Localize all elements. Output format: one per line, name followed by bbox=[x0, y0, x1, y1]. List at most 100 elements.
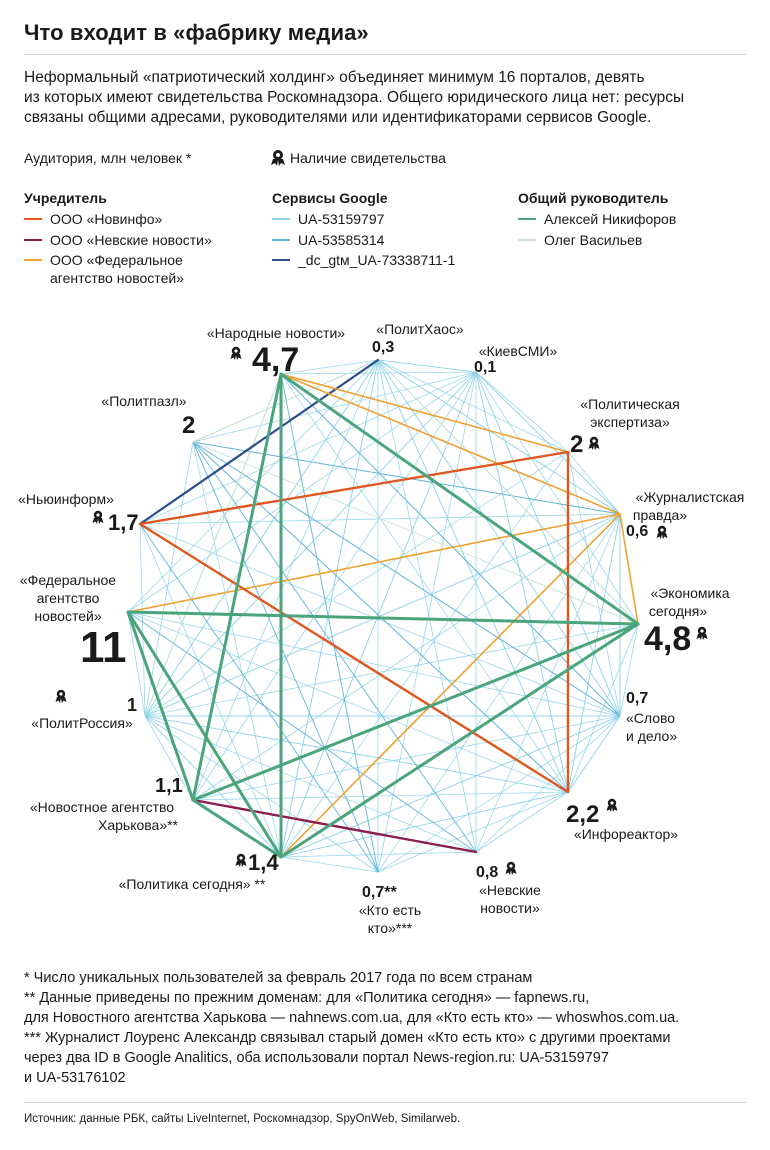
edge-polithaos-ekonomika bbox=[377, 359, 639, 625]
portal-audience-inforeaktor: 2,2 bbox=[566, 801, 599, 828]
edge-narodnye-zhurpravda bbox=[280, 373, 621, 515]
page-title: Что входит в «фабрику медиа» bbox=[24, 20, 369, 45]
intro-line: из которых имеют свидетельства Роскомнад… bbox=[24, 89, 685, 106]
license-icon bbox=[271, 150, 285, 166]
portal-name-inforeaktor: «Инфореактор» bbox=[574, 826, 678, 842]
legend-google-title: Сервисы Google bbox=[272, 190, 388, 206]
portal-audience-nevskie: 0,8 bbox=[476, 864, 498, 881]
edge-inforeaktor-narodnye bbox=[280, 373, 569, 793]
edge-kievsmi-harkov bbox=[192, 371, 477, 801]
portal-audience-zhurpravda: 0,6 bbox=[626, 523, 648, 540]
license-icon bbox=[230, 346, 242, 360]
legend-line-fan bbox=[24, 259, 42, 261]
legend-manager-title: Общий руководитель bbox=[518, 190, 669, 206]
edge-inforeaktor-ekonomika bbox=[567, 623, 639, 793]
portal-name-nevskie: «Невские bbox=[479, 882, 541, 898]
edge-newinform-polithaos bbox=[138, 358, 380, 526]
edge-politrossia-kto bbox=[144, 715, 379, 873]
legend-line-dcgtm bbox=[272, 259, 290, 261]
footnotes: * Число уникальных пользователей за февр… bbox=[24, 968, 746, 1088]
portal-name-fan: агентство bbox=[37, 590, 100, 606]
footnote-line: через два ID в Google Analitics, оба исп… bbox=[24, 1050, 609, 1066]
legend-item-nikiforov: Алексей Никифоров bbox=[544, 211, 677, 227]
intro-line: связаны общими адресами, руководителями … bbox=[24, 109, 652, 126]
audience-note: Аудитория, млн человек * bbox=[24, 150, 192, 166]
portal-name-nevskie: новости» bbox=[480, 900, 540, 916]
portal-audience-kievsmi: 0,1 bbox=[474, 359, 496, 376]
edge-kto-politpazl bbox=[192, 441, 379, 873]
edge-politpazl-ekonomika bbox=[192, 441, 639, 625]
portal-name-fan: «Федеральное bbox=[20, 572, 116, 588]
edge-kievsmi-politpazl bbox=[192, 371, 477, 443]
footnote-line: для Новостного агентства Харькова — nahn… bbox=[24, 1010, 680, 1026]
edge-zhurpravda-ekonomika bbox=[619, 513, 639, 625]
edge-slovodelo-harkov bbox=[192, 715, 621, 801]
edge-polithaos-politrossia bbox=[144, 359, 379, 717]
legend-item-nevskie: ООО «Невские новости» bbox=[50, 232, 212, 248]
portal-name-harkov: «Новостное агентство bbox=[30, 799, 174, 815]
portal-name-fan: новостей» bbox=[34, 608, 101, 624]
edge-slovodelo-fan bbox=[127, 611, 621, 717]
edge-kievsmi-kto bbox=[377, 371, 477, 873]
edge-politrossia-zhurpravda bbox=[144, 513, 621, 717]
legend-item-novinfo: ООО «Новинфо» bbox=[50, 211, 163, 227]
edge-polithaos-narodnye bbox=[280, 359, 379, 375]
edge-inforeaktor-harkov bbox=[192, 791, 569, 801]
license-icon bbox=[606, 798, 618, 812]
bottom-rule bbox=[24, 1102, 746, 1103]
portal-name-politika: «Политика сегодня» ** bbox=[119, 876, 266, 892]
legend-item-ua53159797: UA-53159797 bbox=[298, 211, 385, 227]
edge-inforeaktor-polithaos bbox=[377, 359, 569, 793]
portal-audience-newinform: 1,7 bbox=[108, 510, 139, 535]
legend-founder-title: Учредитель bbox=[24, 190, 107, 206]
portal-audience-ekonomika: 4,8 bbox=[644, 620, 691, 658]
portal-audience-politpazl: 2 bbox=[182, 412, 195, 439]
portal-name-kto: «Кто есть bbox=[359, 902, 421, 918]
footnote-line: и UA-53176102 bbox=[24, 1070, 126, 1086]
edge-fan-zhurpravda bbox=[127, 513, 621, 613]
license-icon bbox=[656, 525, 668, 539]
top-rule bbox=[24, 54, 746, 55]
license-icon bbox=[588, 436, 600, 450]
edge-narodnye-slovodelo bbox=[280, 373, 621, 717]
portal-audience-narodnye: 4,7 bbox=[252, 341, 299, 379]
legend-line-nikiforov bbox=[518, 218, 536, 220]
edge-politrossia-kievsmi bbox=[144, 371, 477, 717]
intro-text: Неформальный «патриотический холдинг» об… bbox=[24, 68, 744, 128]
portal-name-narodnye: «Народные новости» bbox=[207, 325, 345, 341]
edge-politrossia-harkov bbox=[144, 715, 194, 801]
edge-narodnye-ekonomika bbox=[279, 372, 640, 626]
edge-politpazl-polithaos bbox=[192, 359, 379, 443]
edge-politika-polithaos bbox=[280, 359, 379, 858]
edge-slovodelo-newinform bbox=[139, 523, 621, 717]
portal-audience-kto: 0,7** bbox=[362, 884, 397, 901]
footnote-line: *** Журналист Лоуренс Александр связывал… bbox=[24, 1030, 671, 1046]
edge-inforeaktor-nevskie bbox=[475, 791, 569, 853]
portal-name-polexpert: «Политическая bbox=[580, 396, 679, 412]
edge-kievsmi-newinform bbox=[139, 371, 477, 525]
edge-politrossia-fan bbox=[127, 611, 146, 717]
portal-audience-politika: 1,4 bbox=[248, 850, 279, 875]
edge-polithaos-zhurpravda bbox=[377, 359, 621, 515]
edge-politika-nevskie bbox=[280, 851, 477, 858]
edge-politika-politrossia bbox=[144, 715, 282, 858]
edge-inforeaktor-kto bbox=[377, 791, 569, 873]
edge-slovodelo-kievsmi bbox=[475, 371, 621, 717]
portal-name-zhurpravda: «Журналистская bbox=[636, 489, 745, 505]
edge-harkov-politika bbox=[191, 798, 283, 859]
portal-labels: «Народные новости»4,7 «ПолитХаос» 0,3 «Киев… bbox=[18, 321, 744, 936]
edge-politika-newinform bbox=[139, 523, 282, 858]
edge-polithaos-kievsmi bbox=[377, 359, 477, 373]
edge-inforeaktor-kievsmi bbox=[475, 371, 569, 793]
legend-item-fan: ООО «Федеральное агентство новостей» bbox=[50, 251, 184, 287]
legend-item-ua53585314: UA-53585314 bbox=[298, 232, 385, 248]
edge-inforeaktor-slovodelo bbox=[567, 715, 621, 793]
portal-name-ekonomika: сегодня» bbox=[649, 603, 708, 619]
edge-slovodelo-kto bbox=[377, 715, 621, 873]
portal-audience-polexpert: 2 bbox=[570, 431, 583, 458]
legend-item-vasiliev: Олег Васильев bbox=[544, 232, 643, 248]
edge-polithaos-nevskie bbox=[377, 359, 477, 853]
portal-name-zhurpravda: правда» bbox=[633, 507, 687, 523]
portal-name-politrossia: «ПолитРоссия» bbox=[31, 715, 133, 731]
legend-line-nevskie bbox=[24, 239, 42, 241]
